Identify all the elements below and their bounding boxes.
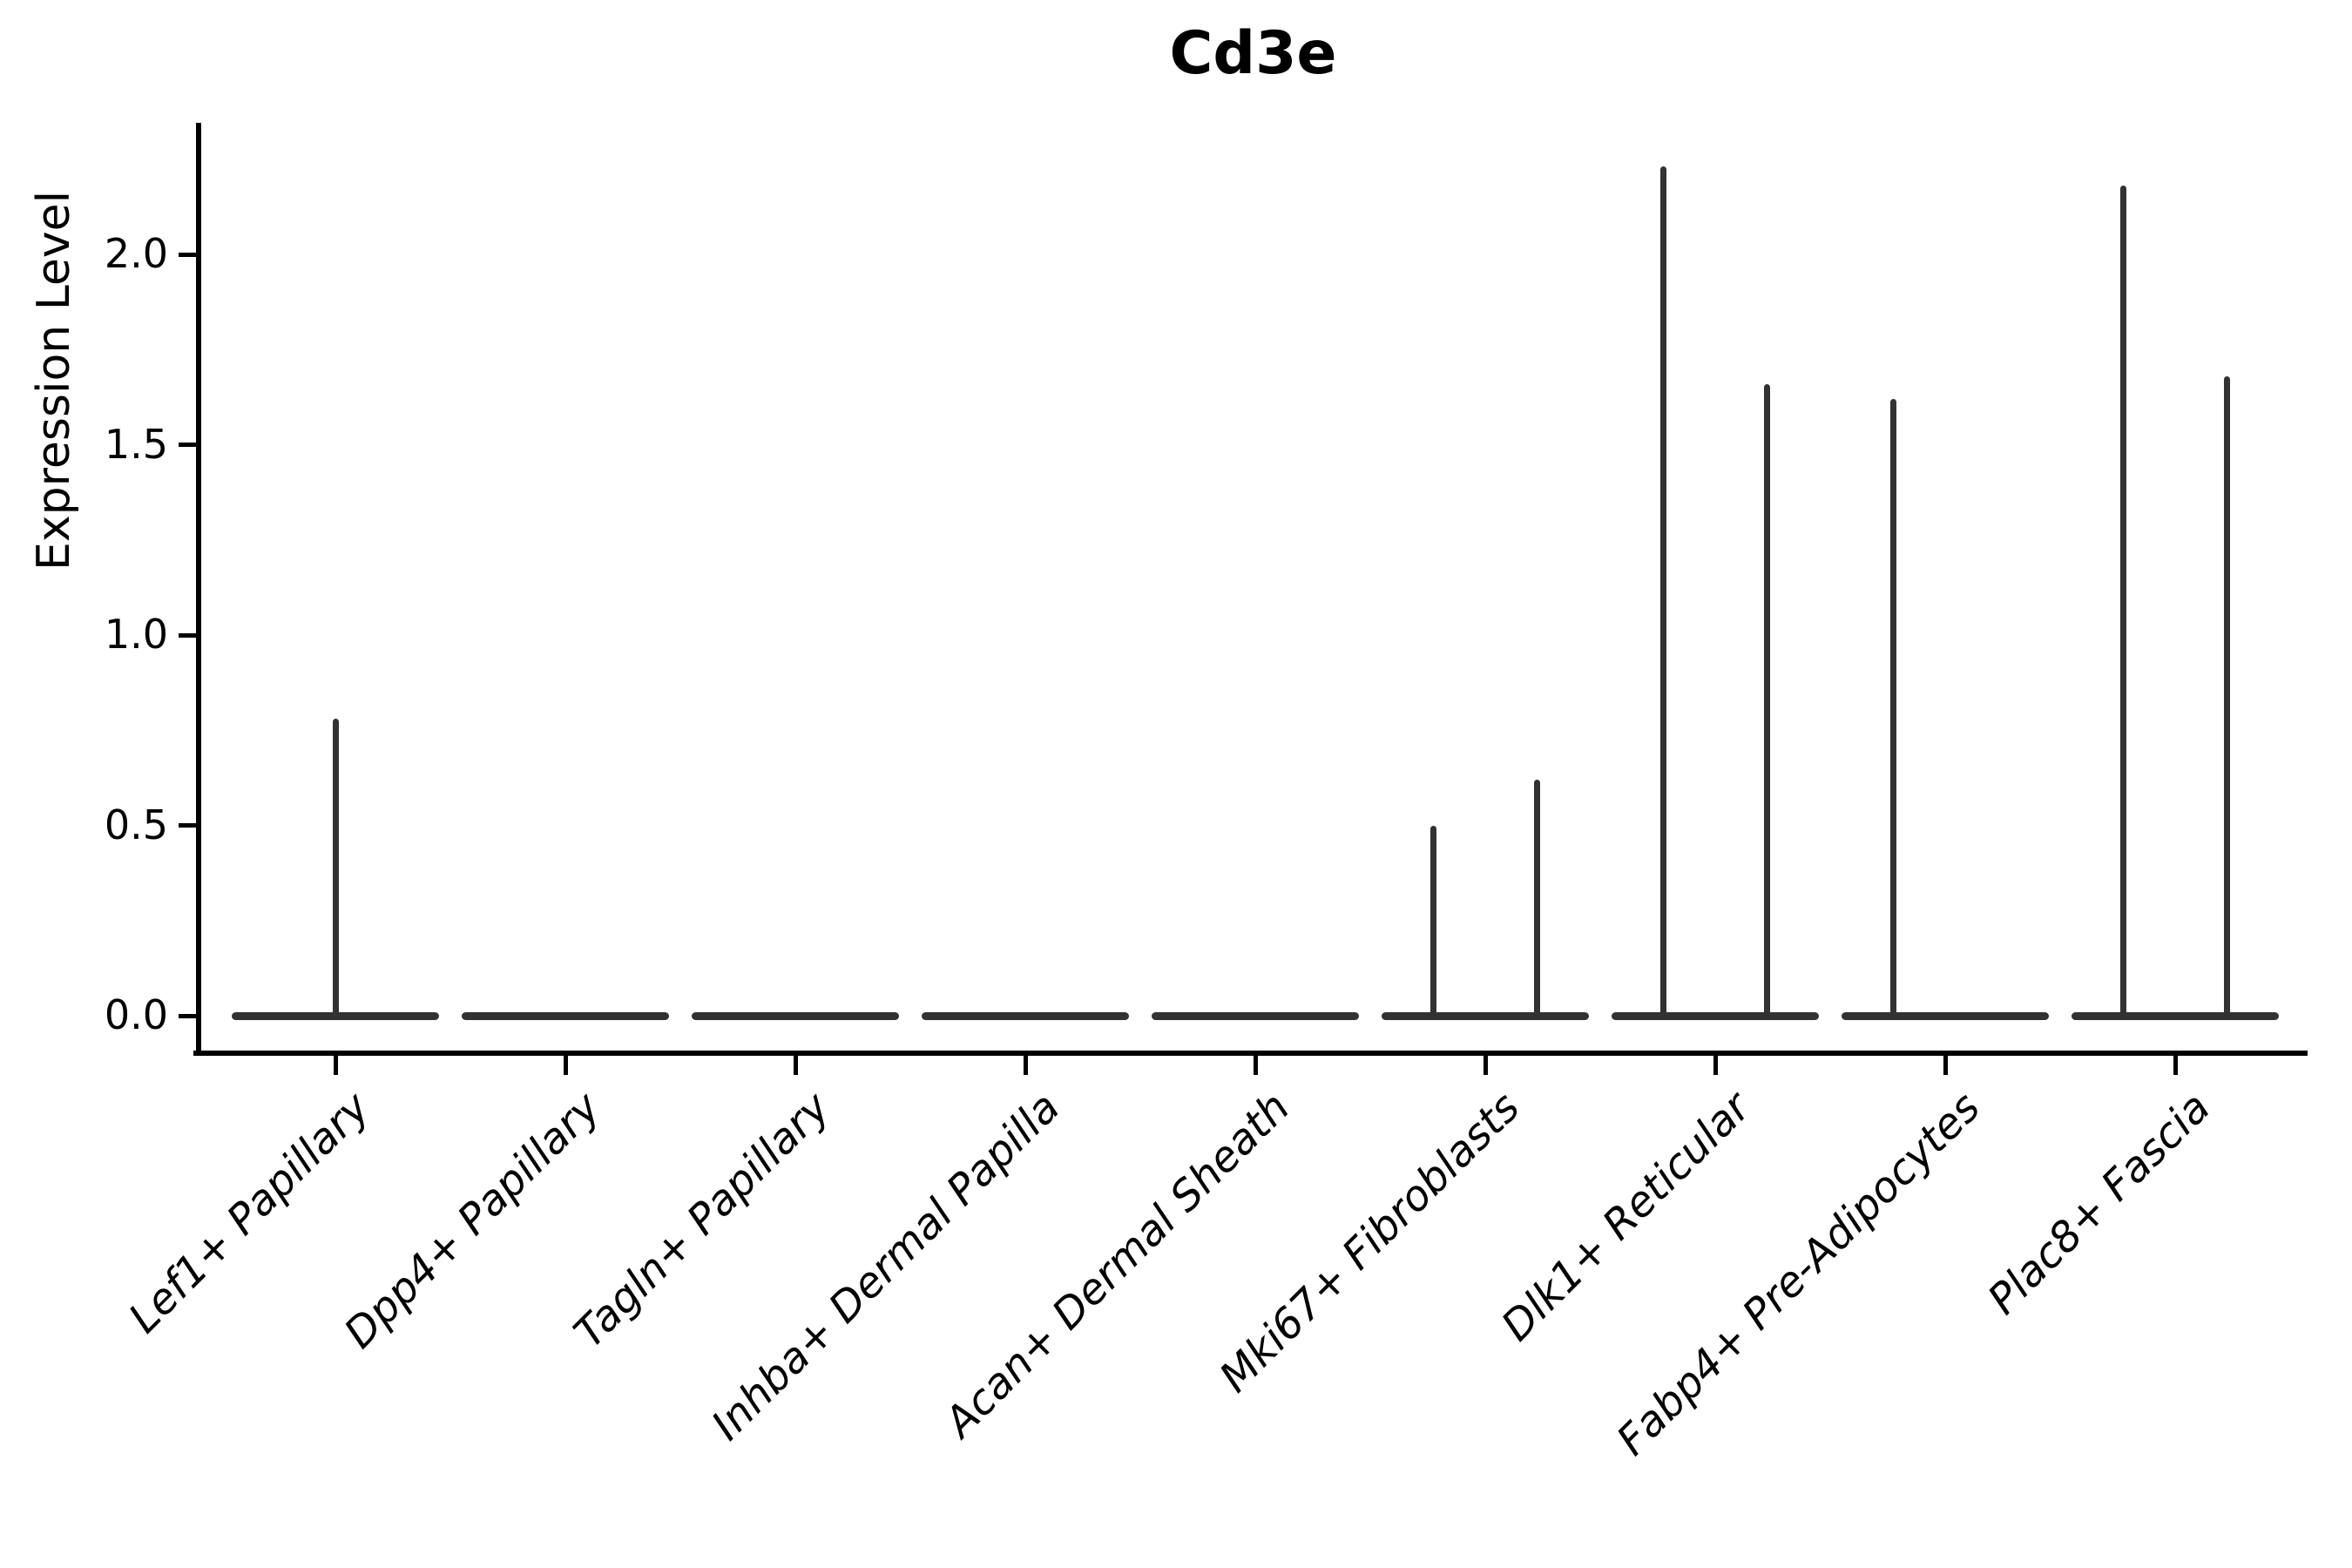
y-tick-label: 0.5	[104, 801, 168, 848]
x-tick	[2173, 1056, 2178, 1075]
y-tick	[179, 443, 199, 447]
violin-baseline	[1842, 1011, 2049, 1020]
violin-spike	[332, 719, 339, 1016]
x-tick	[563, 1056, 568, 1075]
x-tick-label: Lef1+ Papillary	[119, 1083, 380, 1343]
y-tick-label: 0.0	[104, 991, 168, 1038]
violin-baseline	[1612, 1011, 1819, 1020]
plot-title: Cd3e	[1169, 19, 1337, 88]
x-tick	[1713, 1056, 1718, 1075]
violin-baseline	[2072, 1011, 2279, 1020]
violin-spike	[1430, 825, 1437, 1016]
x-tick	[333, 1056, 338, 1075]
x-tick-label: Tagln+ Papillary	[564, 1083, 840, 1358]
y-tick-label: 2.0	[104, 230, 168, 277]
violin-spike	[2223, 375, 2230, 1016]
violin-spike	[1763, 383, 1770, 1016]
x-tick-label: Dpp4+ Papillary	[335, 1083, 610, 1358]
violin-baseline	[692, 1011, 899, 1020]
violin-spike	[1890, 399, 1897, 1016]
violin-baseline	[1382, 1011, 1589, 1020]
x-tick-label: Plac8+ Fascia	[1978, 1083, 2220, 1324]
y-tick	[179, 1013, 199, 1018]
x-tick	[1253, 1056, 1258, 1075]
violin-baseline	[1152, 1011, 1359, 1020]
y-tick	[179, 252, 199, 257]
violin-spike	[2120, 186, 2127, 1016]
x-tick	[1943, 1056, 1948, 1075]
x-tick	[1023, 1056, 1028, 1075]
violin-spike	[1660, 166, 1667, 1016]
violin-baseline	[922, 1011, 1129, 1020]
violin-spike	[1533, 780, 1540, 1016]
y-tick-label: 1.5	[104, 420, 168, 468]
x-tick	[1483, 1056, 1488, 1075]
x-tick-label: Dlk1+ Reticular	[1491, 1083, 1760, 1351]
y-tick	[179, 632, 199, 638]
y-tick	[179, 823, 199, 828]
violin-baseline	[462, 1011, 669, 1020]
x-tick	[793, 1056, 798, 1075]
y-tick-label: 1.0	[104, 611, 168, 658]
violin-baseline	[232, 1011, 439, 1020]
x-axis-spine	[193, 1051, 2308, 1056]
y-axis-spine	[196, 123, 201, 1056]
